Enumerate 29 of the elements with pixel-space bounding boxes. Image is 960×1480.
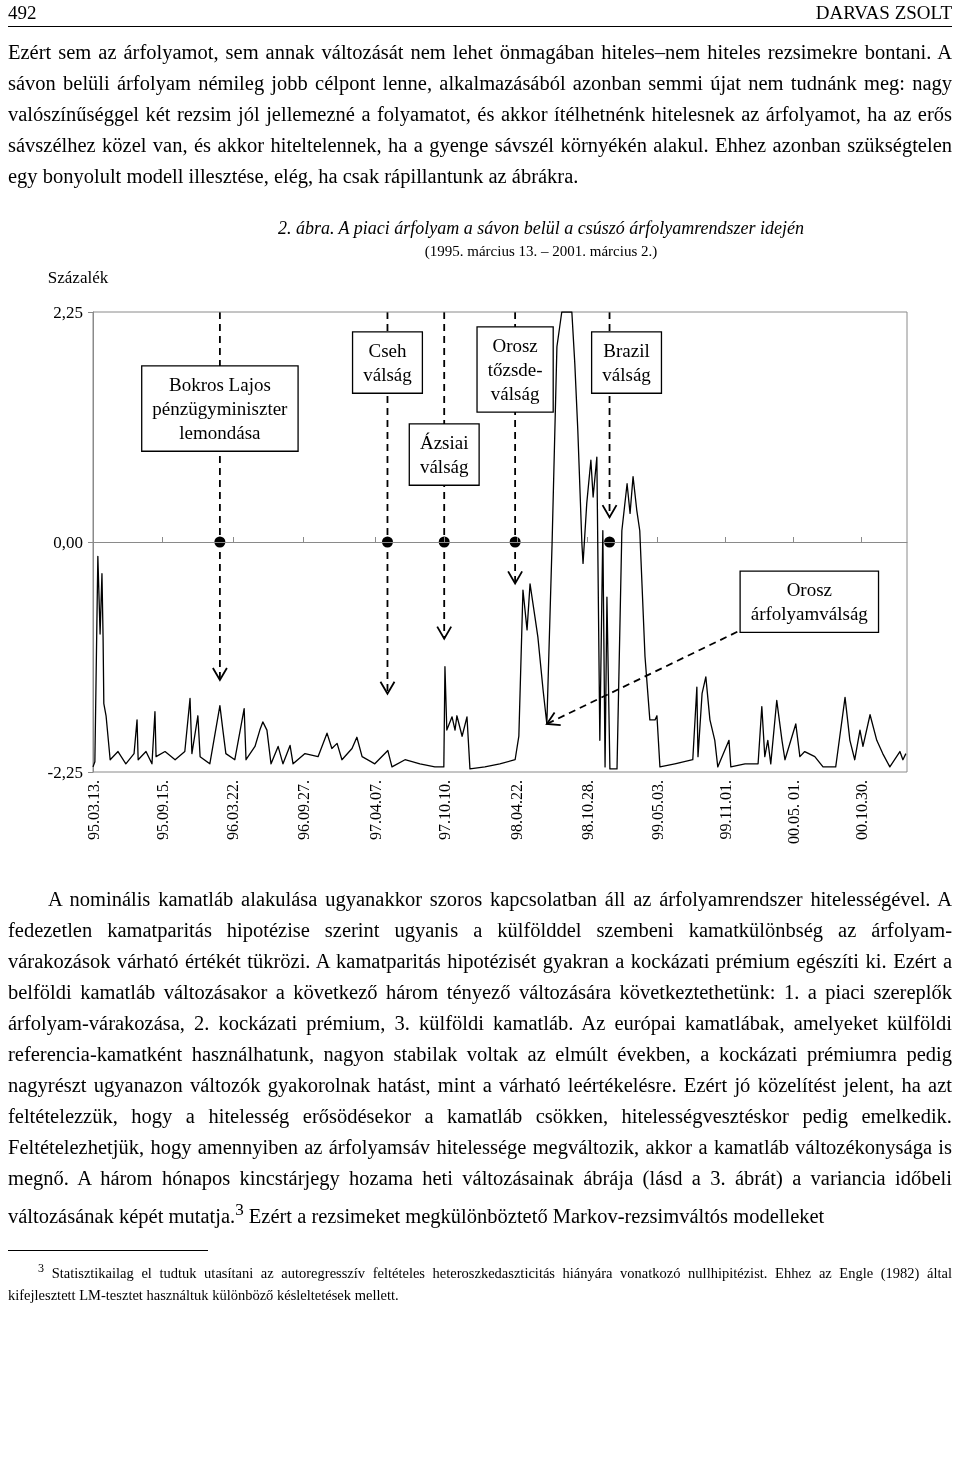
x-tick-label: 97.10.10. [436,780,454,840]
x-tick-label: 99.05.03. [648,780,666,840]
text: 492 [8,2,37,24]
x-tick-label: 96.03.22. [224,780,242,840]
x-tick-label: 98.04.22. [508,780,526,840]
x-tick-label: 00.10.30. [852,780,870,840]
text: $^{3}$ Statisztikailag el tudtuk utasítani az autoregresszív feltételes heteroszkedaszticitás hiányára vonatkozó nullhipitézist. Ehhez az Engle (1982) által kifejlesztett LM-tesztet használtuk különböző késleltetések mellett. [8,1259,952,1305]
chart-subtitle: (1995. március 13. – 2001. március 2.) [424,242,658,260]
ref-line-label: Ázsiai válság [419,432,469,478]
text: Ezért sem az árfolyamot, sem annak változását nem lehet önmagában hiteles–nem hiteles rezsimekre bontani. A sávon belüli árfolyam némileg jobb célpont lenne, alkalmazásából azonban semmi újat nem tudnánk meg: nagy valószínűséggel két rezsim jól jellemezné a folyamatot, és akkor ítélhetnénk hitelesnek az árfolyamot, ha az erős sávszélhez közel van, és akkor hiteltelennek, ha a gyenge sávszél környékén alakul. Ehhez azonban szükségtelen egy bonyolult modell illesztése, elég, ha csak rápillantunk az ábrákra. [8,40,952,190]
x-tick-label: 97.04.07. [366,780,384,840]
annotation: Orosz árfolyamválság [750,579,869,625]
y-axis-title: Százalék [47,268,109,287]
ref-line-label: Brazil válság [602,340,652,386]
x-tick-label: 98.10.28. [579,780,597,840]
x-tick-label: 00.05. 01. [784,780,802,844]
y-tick-label: -2,25 [47,762,83,782]
x-tick-label: 95.03.13. [84,780,102,840]
ref-line-label: Bokros Lajos pénzügyminiszter lemondása [152,374,289,444]
text: DARVAS ZSOLT [815,2,952,24]
x-tick-label: 96.09.27. [295,780,312,840]
y-tick-label: 0,00 [53,532,83,552]
x-tick-label: 99.11.01. [716,780,734,840]
text: A nominális kamatláb alakulása ugyanakkor szoros kapcsolatban áll az árfolyamrendszer hitelességével. A fedezetlen kamatparitás hipotézise szerint ugyanis a külfölddel szembeni kamatkülönbség az árfolyam-várakozások várható értékét tükrözi. A kamatparitás hipotézisét gyakran a kockázati prémium egészíti ki. Ezért a belföldi kamatláb változásakor a következő három tényező változására következtethetünk: 1. a piaci szereplők árfolyam-várakozása, 2. kockázati prémium, 3. külföldi kamatláb. Az európai kamatlábak, amelyeket külföldi referencia-kamatként használhatunk, nagyon stabilak voltak az elmúlt években, a kockázati prémiumra pedig nagyrészt ugyanazon változók gyakorolnak hatást, mint a várható leértékelésre. Ezért jó közelítést jelent, ha azt feltételezzük, hogy a hitelesség erősödésekor a kamatláb csökken, hitelességvesztéskor pedig emelkedik. Feltételezhetjük, hogy amennyiben az árfolyamsáv hitelessége megváltozik, akkor a kamatláb változékonysága is megnő. A három hónapos kincstárjegy hozama heti változásainak ábrája (lásd a 3. ábrát) a variancia időbeli változásának képét mutatja.$^{3}$ Ezért a rezsimeket megkülönböztető Markov-rezsimváltós modelleket [8,888,952,1227]
y-tick-label: 2,25 [53,302,83,322]
chart-title: 2. ábra. A piaci árfolyam a sávon belül a csúszó árfolyamrendszer idején [277,218,805,238]
x-tick-label: 95.09.15. [153,780,171,840]
ref-line-label: Cseh válság [363,340,413,386]
ref-line-label: Orosz tőzsde- válság [487,335,543,404]
